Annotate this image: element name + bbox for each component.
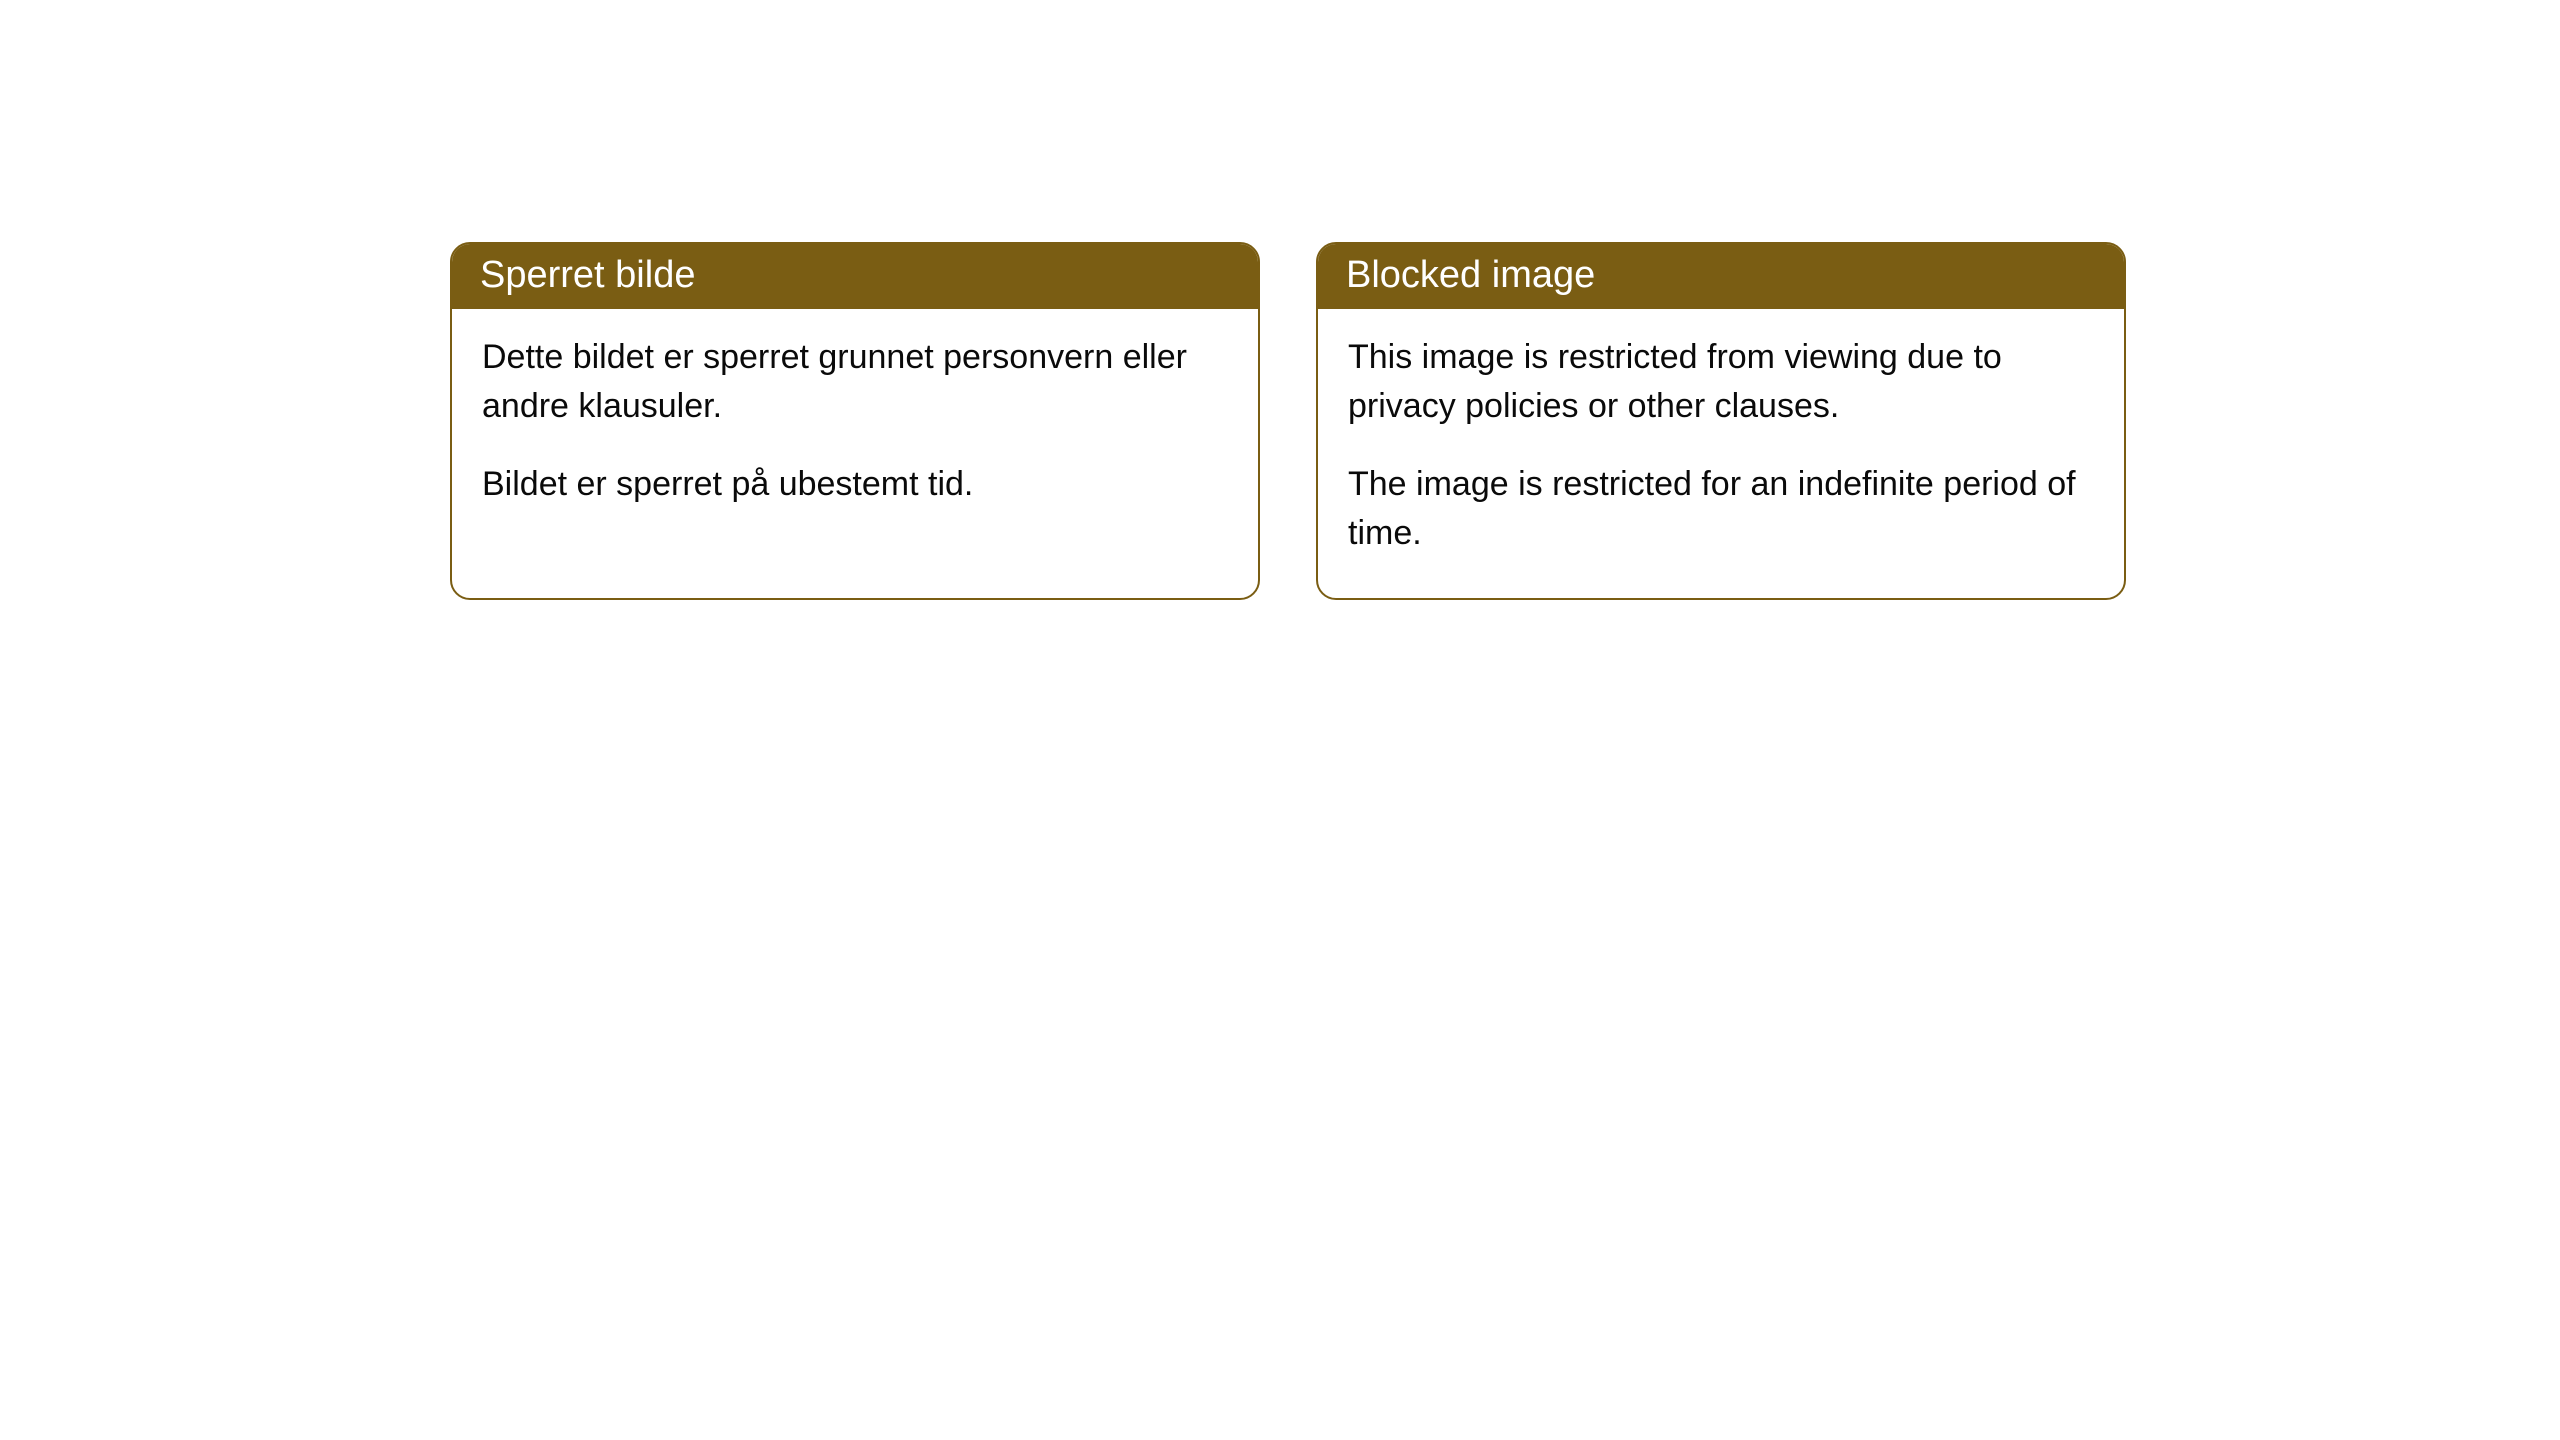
card-title: Sperret bilde (480, 254, 695, 296)
card-paragraph: The image is restricted for an indefinit… (1348, 460, 2094, 559)
card-header-norwegian: Sperret bilde (452, 244, 1258, 309)
card-paragraph: This image is restricted from viewing du… (1348, 333, 2094, 432)
notice-card-english: Blocked image This image is restricted f… (1316, 242, 2126, 600)
notice-cards-container: Sperret bilde Dette bildet er sperret gr… (0, 0, 2560, 600)
notice-card-norwegian: Sperret bilde Dette bildet er sperret gr… (450, 242, 1260, 600)
card-title: Blocked image (1346, 254, 1595, 296)
card-body-english: This image is restricted from viewing du… (1318, 309, 2124, 598)
card-body-norwegian: Dette bildet er sperret grunnet personve… (452, 309, 1258, 549)
card-paragraph: Bildet er sperret på ubestemt tid. (482, 460, 1228, 509)
card-header-english: Blocked image (1318, 244, 2124, 309)
card-paragraph: Dette bildet er sperret grunnet personve… (482, 333, 1228, 432)
